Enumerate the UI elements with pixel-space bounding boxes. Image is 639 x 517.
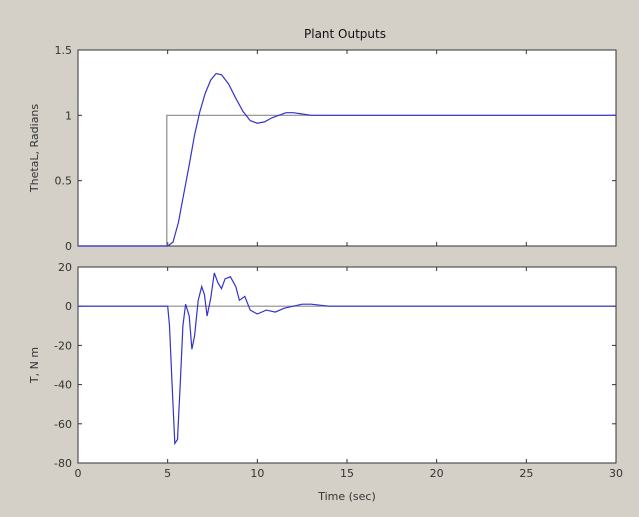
bottom-response-line [78, 272, 616, 446]
bottom-ytick-label: 0 [65, 300, 72, 313]
bottom-ytick-label: 20 [58, 261, 72, 274]
top-axis-ticks: 0 0.5 1 1.5 [55, 44, 617, 253]
top-ytick-label: 0.5 [55, 175, 73, 188]
top-response-line [78, 72, 616, 247]
bottom-axis-ticks: -80 -60 -40 -20 0 20 0 5 10 15 20 25 30 [54, 261, 623, 480]
bottom-xtick-label: 10 [250, 467, 264, 480]
bottom-ytick-label: -20 [54, 339, 72, 352]
bottom-y-axis-label: T, N m [28, 347, 41, 384]
chart-title: Plant Outputs [304, 27, 386, 41]
bottom-xtick-label: 15 [340, 467, 354, 480]
bottom-ytick-label: -40 [54, 379, 72, 392]
bottom-ytick-label: -80 [54, 457, 72, 470]
bottom-ytick-label: -60 [54, 418, 72, 431]
top-ytick-label: 0 [65, 240, 72, 253]
bottom-xtick-label: 25 [519, 467, 533, 480]
bottom-axes [77, 266, 617, 464]
bottom-plot-lines [78, 272, 616, 446]
x-axis-label: Time (sec) [317, 490, 376, 503]
top-ytick-label: 1 [65, 109, 72, 122]
top-ytick-label: 1.5 [55, 44, 73, 57]
bottom-xtick-label: 5 [164, 467, 171, 480]
top-y-axis-label: ThetaL, Radians [28, 104, 41, 194]
bottom-xtick-label: 30 [609, 467, 623, 480]
bottom-xtick-label: 20 [430, 467, 444, 480]
top-axes [77, 49, 617, 247]
top-plot-lines [78, 72, 616, 247]
bottom-xtick-label: 0 [75, 467, 82, 480]
